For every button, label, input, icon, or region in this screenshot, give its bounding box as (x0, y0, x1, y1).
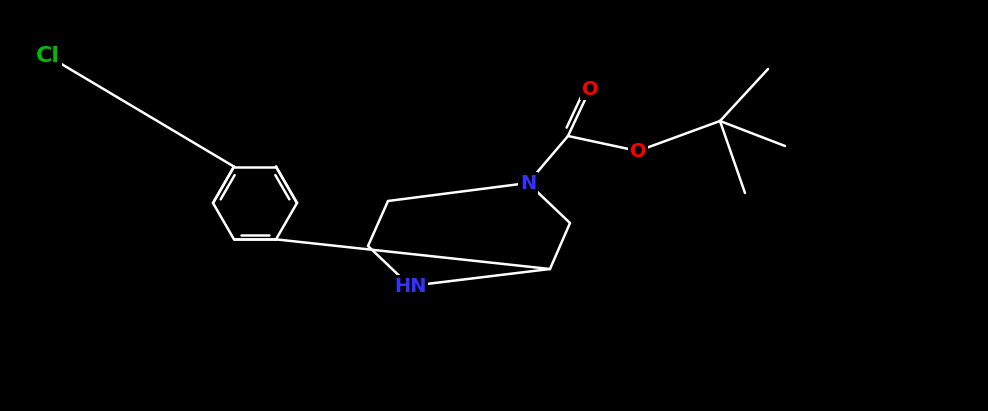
Text: N: N (520, 173, 536, 192)
Text: O: O (629, 141, 646, 161)
Text: Cl: Cl (36, 46, 60, 66)
Text: O: O (582, 79, 599, 99)
Text: HN: HN (394, 277, 426, 296)
